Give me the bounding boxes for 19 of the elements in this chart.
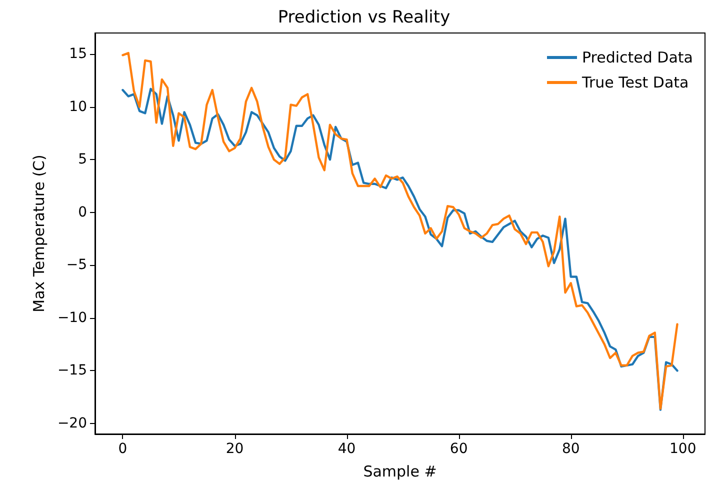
x-tick-label: 80 — [562, 441, 580, 457]
x-tick-label: 40 — [338, 441, 356, 457]
y-axis-title: Max Temperature (C) — [30, 154, 48, 312]
y-tick-label: 15 — [69, 46, 87, 62]
chart-title: Prediction vs Reality — [278, 8, 450, 28]
legend-label: True Test Data — [581, 74, 689, 92]
y-tick-label: −20 — [57, 415, 87, 432]
x-tick-label: 100 — [670, 441, 696, 457]
y-tick-label: −10 — [57, 310, 87, 326]
y-tick-label: 5 — [78, 152, 87, 168]
legend-label: Predicted Data — [582, 48, 693, 66]
x-tick-label: 60 — [450, 441, 468, 457]
x-axis-title: Sample # — [363, 462, 437, 480]
y-tick-label: −5 — [66, 257, 87, 274]
x-tick-label: 20 — [226, 441, 244, 457]
y-tick-label: −15 — [57, 362, 87, 379]
x-tick-label: 0 — [118, 441, 128, 457]
y-tick-label: 0 — [78, 204, 87, 220]
y-tick-label: 10 — [69, 98, 87, 115]
